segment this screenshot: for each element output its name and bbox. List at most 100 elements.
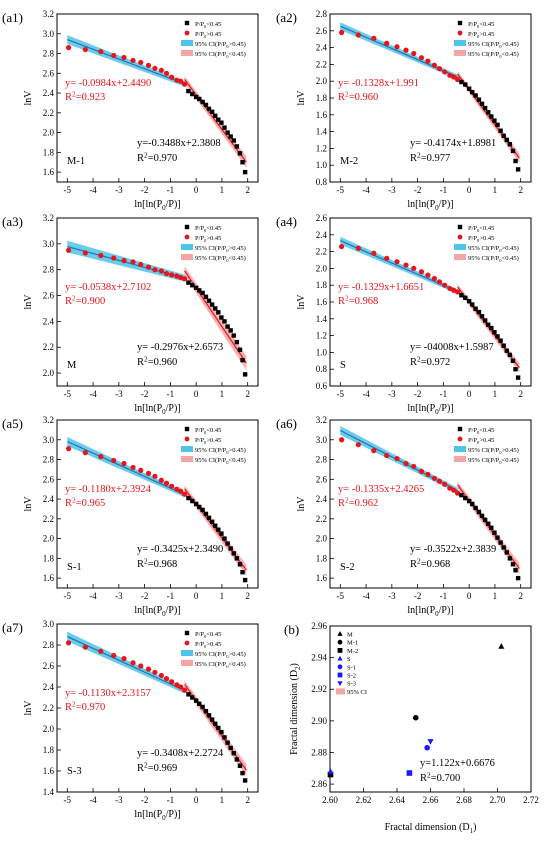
y-tick-label: 2.0 [316, 76, 328, 86]
sample-label: S-3 [67, 766, 82, 777]
legend-label-ci-high: 95% CI(P/P0>0.45) [195, 447, 246, 455]
point-high [181, 687, 188, 693]
legend-marker-high [457, 436, 463, 442]
point-low [190, 695, 195, 700]
point-low [489, 525, 494, 530]
y-tick-label: 1.4 [43, 787, 55, 797]
legend-label-ci-low: 95% CI(P/P0<0.45) [195, 255, 246, 263]
y-tick-label: 2.0 [43, 534, 55, 544]
y-tick-label: 1.2 [316, 331, 327, 341]
point-low [237, 763, 243, 768]
x-tick-label: 0 [194, 389, 199, 399]
point-low [463, 82, 468, 87]
ci-band-high [340, 236, 458, 294]
legend-swatch-ci-high [181, 446, 193, 452]
legend: P/P0<0.45 P/P0>0.45 95% CI(P/P0>0.45) 95% C… [181, 224, 246, 263]
legend-marker-s [337, 655, 343, 661]
point-low [228, 546, 233, 551]
y-tick-label: 1.6 [316, 573, 328, 583]
x-tick-label: 0 [194, 185, 199, 195]
point-low [222, 536, 227, 541]
point-low [504, 348, 509, 353]
fit-line-high [67, 440, 185, 496]
point-high [158, 672, 164, 679]
point-high [163, 70, 170, 76]
legend-swatch-ci-high [454, 40, 466, 46]
point-low [206, 106, 212, 112]
x-tick-label: -1 [440, 591, 448, 601]
point-low [186, 88, 191, 94]
point-low [209, 519, 215, 524]
fit-equation-high: y= -0.1329x+1.6651 [338, 282, 424, 293]
legend-label-ci-high: 95% CI(P/P0>0.45) [195, 651, 246, 659]
y-tick-label: 2.0 [316, 263, 328, 273]
point-high [111, 255, 117, 261]
point-high [130, 57, 136, 64]
point-low [482, 517, 488, 523]
y-axis-title: lnV [296, 90, 307, 106]
point-high [403, 460, 409, 467]
point-high [338, 29, 345, 36]
legend-marker-m-2 [337, 648, 343, 653]
point-low [459, 79, 464, 85]
y-tick-label: 3.0 [43, 619, 55, 629]
point-high [178, 488, 184, 494]
x-tick-label: -3 [388, 389, 396, 399]
y-axis-title: lnV [23, 90, 34, 106]
point-low [206, 515, 212, 521]
point-low [203, 294, 209, 300]
point-low [234, 556, 240, 561]
point-low [466, 86, 472, 91]
x-tick-label: -5 [64, 185, 72, 195]
point-low [225, 541, 230, 546]
legend: P/P0<0.45 P/P0>0.45 95% CI(P/P0>0.45) 95% C… [181, 426, 246, 465]
legend-label-high: P/P0>0.45 [195, 31, 221, 39]
x-tick-label: -4 [89, 795, 97, 805]
fit-r2-high: R2=0.968 [338, 293, 378, 307]
panel-b: 2.60 2.62 2.64 2.66 2.68 2.70 2.72 2.86 2.88 2.90… [284, 621, 539, 835]
point-low [498, 128, 503, 133]
y-tick-label: 2.6 [43, 474, 55, 484]
point-low [225, 130, 230, 135]
point-low [473, 505, 478, 511]
y-tick-label: 3.0 [43, 239, 55, 249]
sample-label: S-1 [67, 562, 82, 573]
point-low [486, 322, 491, 327]
legend-label-high: P/P0>0.45 [195, 641, 221, 649]
y-tick-label: 2.0 [43, 128, 55, 138]
point-low [492, 530, 497, 535]
legend-label-s-1: S-1 [347, 664, 356, 671]
point-high [451, 487, 457, 493]
x-tick-label: 1 [220, 795, 225, 805]
y-tick-label: 1.6 [43, 167, 55, 177]
point-low [498, 338, 503, 343]
point-low [504, 137, 509, 143]
legend-marker-s-3 [337, 681, 343, 687]
point-high [98, 648, 104, 654]
point-high [65, 45, 72, 51]
point-high [371, 448, 377, 454]
y-tick-label: 1.8 [316, 280, 328, 290]
y-tick-label: 2.6 [43, 68, 55, 78]
point-low [486, 110, 491, 115]
y-tick-label: 2.4 [43, 682, 55, 692]
x-tick-label: -5 [337, 185, 345, 195]
legend-label-ci-low: 95% CI(P/P0<0.45) [195, 661, 246, 669]
legend-swatch-ci-low [181, 660, 193, 666]
fit-r2-high: R2=0.965 [65, 495, 105, 509]
point-high [454, 289, 461, 295]
y-tick-label: 1.8 [316, 553, 328, 563]
point-low [206, 713, 212, 718]
x-axis-title: ln[ln(P0/P)] [407, 605, 453, 618]
point-low [213, 721, 218, 726]
point-low [193, 698, 199, 703]
point-high [111, 52, 117, 59]
y-tick-label: 1.6 [43, 766, 55, 776]
x-tick-label: -4 [362, 389, 370, 399]
point-high [145, 62, 152, 68]
point-low [219, 531, 224, 536]
point-low [200, 507, 205, 513]
x-tick-label: -1 [167, 185, 175, 195]
point-low [193, 94, 199, 100]
x-tick-label: -3 [388, 185, 396, 195]
